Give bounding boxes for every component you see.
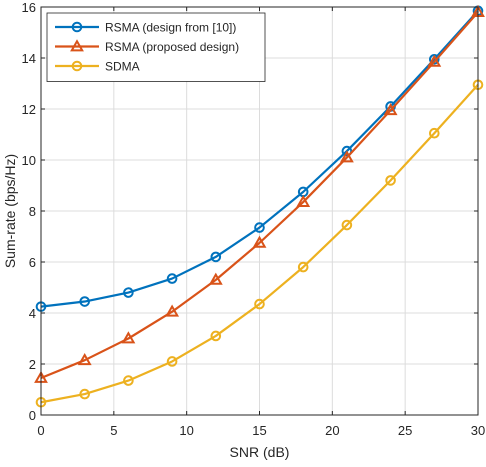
x-tick-label: 10 [179, 423, 193, 438]
legend-label: RSMA (design from [10]) [105, 21, 236, 35]
circle-marker [123, 375, 134, 386]
x-tick-label: 20 [325, 423, 339, 438]
series-group [34, 4, 485, 408]
series [34, 4, 485, 383]
x-tick-label: 5 [110, 423, 117, 438]
y-tick-label: 2 [29, 357, 36, 372]
legend-items: RSMA (design from [10]) RSMA (proposed de… [55, 21, 239, 74]
legend-label: RSMA (proposed design) [105, 40, 239, 54]
y-tick-label: 6 [29, 255, 36, 270]
x-tick-label: 30 [471, 423, 485, 438]
circle-marker [166, 356, 178, 367]
circle-marker [71, 21, 83, 33]
circle-marker [341, 219, 353, 231]
y-tick-label: 12 [22, 102, 36, 117]
triangle-marker [296, 194, 311, 207]
circle-marker [210, 330, 222, 342]
triangle-marker [121, 331, 136, 344]
circle-marker [123, 287, 134, 298]
series-line [40, 84, 479, 404]
circle-marker [341, 145, 353, 157]
triangle-marker [165, 304, 180, 317]
circle-marker [166, 273, 178, 284]
y-tick-label: 16 [22, 0, 36, 15]
y-tick-label: 0 [29, 408, 36, 423]
series-line [40, 10, 479, 308]
x-tick-label: 15 [252, 423, 266, 438]
legend-label: SDMA [105, 60, 140, 74]
y-tick-label: 8 [29, 204, 36, 219]
series-line [40, 11, 479, 380]
x-axis-label: SNR (dB) [230, 444, 290, 460]
circle-marker [429, 127, 440, 139]
triangle-marker [70, 39, 84, 52]
circle-marker [385, 175, 396, 186]
triangle-marker [252, 235, 267, 248]
x-tick-label: 25 [398, 423, 412, 438]
y-axis-label: Sum-rate (bps/Hz) [2, 154, 18, 268]
circle-marker [210, 251, 222, 263]
circle-marker [254, 222, 265, 233]
x-tick-label: 0 [37, 423, 44, 438]
circle-marker [254, 298, 265, 310]
axis-ticks: 0 5 10 15 20 25 30 0 2 4 6 8 10 12 14 16 [22, 0, 486, 438]
grid [40, 6, 479, 416]
legend-item: RSMA (design from [10]) [55, 21, 236, 35]
triangle-marker [77, 352, 92, 366]
legend-item: SDMA [55, 60, 140, 74]
legend: RSMA (design from [10]) RSMA (proposed de… [46, 12, 266, 82]
triangle-marker [427, 54, 442, 67]
legend-item: RSMA (proposed design) [55, 39, 239, 54]
y-tick-label: 4 [29, 306, 36, 321]
circle-marker [297, 261, 309, 273]
triangle-marker [383, 103, 398, 116]
y-tick-label: 14 [22, 51, 36, 66]
triangle-marker [339, 150, 354, 163]
circle-marker [79, 388, 90, 400]
circle-marker [71, 60, 83, 72]
triangle-marker [208, 272, 223, 285]
circle-marker [79, 296, 90, 307]
y-tick-label: 10 [22, 153, 36, 168]
